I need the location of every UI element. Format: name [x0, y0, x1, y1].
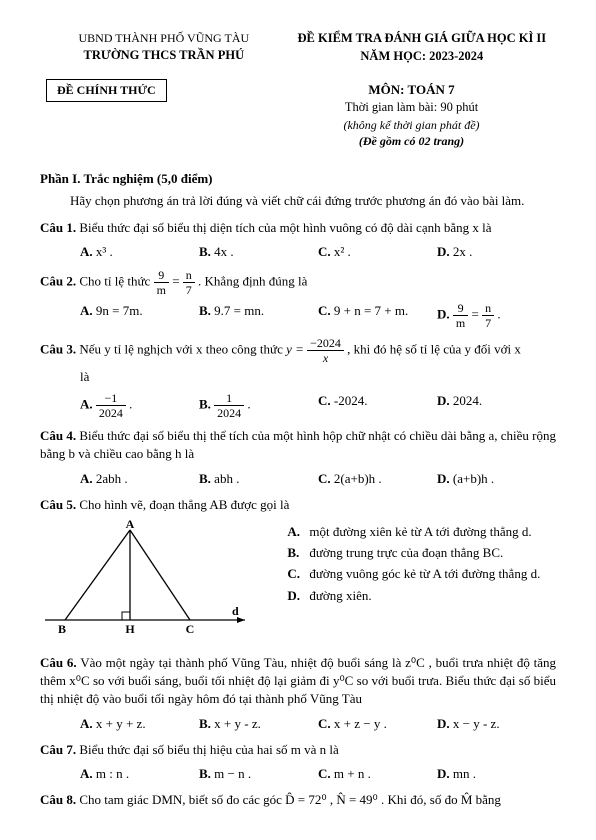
label-B: B: [58, 622, 66, 636]
subject-line: MÔN: TOÁN 7: [267, 81, 556, 99]
question-6: Câu 6. Vào một ngày tại thành phố Vũng T…: [40, 654, 556, 709]
q3-optB: B. 12024 .: [199, 392, 318, 419]
label-C: C: [186, 622, 195, 636]
q2-optD: D. 9m = n7 .: [437, 302, 556, 329]
q1-text: Biểu thức đại số biểu thị diện tích của …: [76, 220, 491, 235]
q2-optC: C. 9 + n = 7 + m.: [318, 302, 437, 329]
header-left: UBND THÀNH PHỐ VŨNG TÀU TRƯỜNG THCS TRẦN…: [40, 30, 288, 65]
part1-instruction: Hãy chọn phương án trả lời đúng và viết …: [40, 192, 556, 210]
question-7: Câu 7. Biểu thức đại số biểu thị hiệu củ…: [40, 741, 556, 759]
line-AB: [65, 530, 130, 620]
q2-text-pre: Cho tỉ lệ thức: [76, 274, 153, 289]
q5-text: Cho hình vẽ, đoạn thẳng AB được gọi là: [76, 497, 289, 512]
q4-text: Biểu thức đại số biểu thị thể tích của m…: [40, 428, 556, 461]
q6-optD: D. x − y - z.: [437, 715, 556, 733]
q5-optA: A.một đường xiên kẻ từ A tới đường thẳng…: [287, 523, 556, 541]
q5-options: A.một đường xiên kẻ từ A tới đường thẳng…: [277, 520, 556, 608]
label-d: d: [232, 604, 239, 618]
duration-line: Thời gian làm bài: 90 phút: [267, 99, 556, 117]
question-1: Câu 1. Biểu thức đại số biểu thị diện tí…: [40, 219, 556, 237]
q2-frac-right: n7: [183, 269, 195, 296]
q1-optA: A. x³ .: [80, 243, 199, 261]
q2-text-post: . Khẳng định đúng là: [198, 274, 307, 289]
q1-optC: C. x² .: [318, 243, 437, 261]
q4-optA: A. 2abh .: [80, 470, 199, 488]
exam-title: ĐỀ KIỂM TRA ĐÁNH GIÁ GIỮA HỌC KÌ II: [288, 30, 556, 48]
q7-optC: C. m + n .: [318, 765, 437, 783]
q7-optD: D. mn .: [437, 765, 556, 783]
school-name: TRƯỜNG THCS TRẦN PHÚ: [40, 47, 288, 65]
right-angle-mark: [122, 612, 130, 620]
q4-optB: B. abh .: [199, 470, 318, 488]
q6-optC: C. x + z − y .: [318, 715, 437, 733]
document-header: UBND THÀNH PHỐ VŨNG TÀU TRƯỜNG THCS TRẦN…: [40, 30, 556, 65]
q8-text: Cho tam giác DMN, biết số đo các góc D̂ …: [76, 792, 501, 807]
q2-frac-left: 9m: [154, 269, 169, 296]
label-A: A: [126, 520, 135, 531]
q5-figure: A B H C d: [40, 520, 277, 640]
note-line-1: (không kể thời gian phát đề): [267, 117, 556, 134]
q3-text-pre: Nếu y tỉ lệ nghịch với x theo công thức: [76, 342, 286, 357]
q6-optB: B. x + y - z.: [199, 715, 318, 733]
q7-label: Câu 7.: [40, 742, 76, 757]
q3-optD: D. 2024.: [437, 392, 556, 419]
q1-options: A. x³ . B. 4x . C. x² . D. 2x .: [80, 243, 556, 261]
q2-optB: B. 9.7 = mn.: [199, 302, 318, 329]
q4-label: Câu 4.: [40, 428, 76, 443]
question-8: Câu 8. Cho tam giác DMN, biết số đo các …: [40, 791, 556, 809]
q1-optD: D. 2x .: [437, 243, 556, 261]
question-2: Câu 2. Cho tỉ lệ thức 9m = n7 . Khẳng đị…: [40, 269, 556, 296]
q6-label: Câu 6.: [40, 655, 77, 670]
q5-optC: C.đường vuông góc kẻ từ A tới đường thẳn…: [287, 565, 556, 583]
q6-text: Vào một ngày tại thành phố Vũng Tàu, nhi…: [40, 655, 556, 706]
q4-options: A. 2abh . B. abh . C. 2(a+b)h . D. (a+b)…: [80, 470, 556, 488]
note-line-2: (Đề gồm có 02 trang): [267, 133, 556, 150]
q3-optA: A. −12024 .: [80, 392, 199, 419]
triangle-diagram: A B H C d: [40, 520, 250, 640]
q7-optB: B. m − n .: [199, 765, 318, 783]
school-year: NĂM HỌC: 2023-2024: [288, 48, 556, 66]
q7-options: A. m : n . B. m − n . C. m + n . D. mn .: [80, 765, 556, 783]
q5-optD: D.đường xiên.: [287, 587, 556, 605]
q4-optC: C. 2(a+b)h .: [318, 470, 437, 488]
q2-optA: A. 9n = 7m.: [80, 302, 199, 329]
q1-label: Câu 1.: [40, 220, 76, 235]
question-5: Câu 5. Cho hình vẽ, đoạn thẳng AB được g…: [40, 496, 556, 514]
header-right: ĐỀ KIỂM TRA ĐÁNH GIÁ GIỮA HỌC KÌ II NĂM …: [288, 30, 556, 65]
ubnd-line: UBND THÀNH PHỐ VŨNG TÀU: [40, 30, 288, 47]
q2-label: Câu 2.: [40, 274, 76, 289]
title-block: MÔN: TOÁN 7 Thời gian làm bài: 90 phút (…: [267, 81, 556, 150]
q7-text: Biểu thức đại số biểu thị hiệu của hai s…: [76, 742, 339, 757]
q2-options: A. 9n = 7m. B. 9.7 = mn. C. 9 + n = 7 + …: [80, 302, 556, 329]
question-3: Câu 3. Nếu y tỉ lệ nghịch với x theo côn…: [40, 337, 556, 364]
part1-heading: Phần I. Trắc nghiệm (5,0 điểm): [40, 170, 556, 188]
q3-optC: C. -2024.: [318, 392, 437, 419]
q5-optB: B.đường trung trực của đoạn thẳng BC.: [287, 544, 556, 562]
q3-frac: −2024x: [307, 337, 344, 364]
label-H: H: [125, 622, 135, 636]
q3-label: Câu 3.: [40, 342, 76, 357]
q3-line2: là: [80, 368, 556, 386]
q7-optA: A. m : n .: [80, 765, 199, 783]
q6-optA: A. x + y + z.: [80, 715, 199, 733]
q3-text-post: , khi đó hệ số tỉ lệ của y đối với x: [347, 342, 521, 357]
q4-optD: D. (a+b)h .: [437, 470, 556, 488]
q3-options: A. −12024 . B. 12024 . C. -2024. D. 2024…: [80, 392, 556, 419]
q6-options: A. x + y + z. B. x + y - z. C. x + z − y…: [80, 715, 556, 733]
question-4: Câu 4. Biểu thức đại số biểu thị thể tíc…: [40, 427, 556, 463]
line-AC: [130, 530, 190, 620]
q8-label: Câu 8.: [40, 792, 76, 807]
q1-optB: B. 4x .: [199, 243, 318, 261]
q5-label: Câu 5.: [40, 497, 76, 512]
official-exam-box: ĐỀ CHÍNH THỨC: [46, 79, 167, 102]
